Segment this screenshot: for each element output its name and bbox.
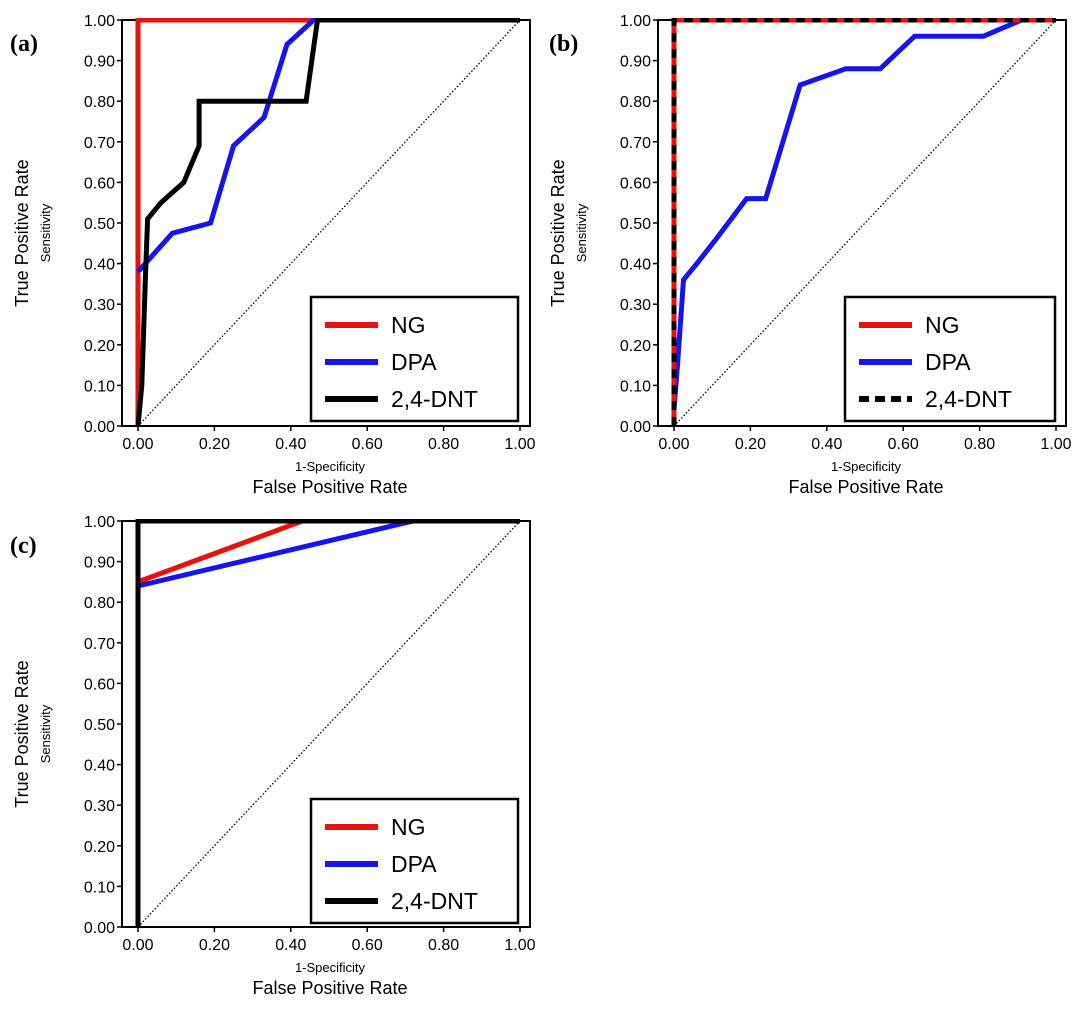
x-tick-label: 0.40 [275, 436, 306, 453]
series-dpa-line [137, 519, 520, 589]
y-tick-label: 0.30 [84, 798, 115, 815]
series-dpa-line [136, 18, 520, 274]
y-tick-label: 0.50 [84, 216, 115, 233]
legend-label-ng: NG [391, 312, 426, 338]
y-axis-subtitle: Sensitivity [574, 203, 589, 262]
y-tick-label: 0.50 [620, 216, 651, 233]
roc-panel-1: 0.00 0.10 0.20 0.30 0.40 0.50 0.60 0.70 0.80 0.90… [10, 13, 536, 497]
roc-panel-3: 0.00 0.10 0.20 0.30 0.40 0.50 0.60 0.70 0.80 0.90… [10, 514, 536, 998]
y-tick-label: 0.10 [84, 879, 115, 896]
x-axis-title: False Positive Rate [788, 477, 943, 497]
x-tick-label: 0.80 [964, 436, 995, 453]
legend-label-dpa: DPA [391, 851, 437, 877]
y-tick-label: 0.30 [84, 297, 115, 314]
y-tick-label: 0.10 [620, 378, 651, 395]
x-tick-label: 0.20 [199, 937, 230, 954]
y-tick-label: 0.40 [84, 758, 115, 775]
y-axis-subtitle: Sensitivity [38, 704, 53, 763]
x-tick-label: 0.60 [888, 436, 919, 453]
series-2-4-dnt-line [671, 18, 1056, 426]
x-tick-label: 0.40 [275, 937, 306, 954]
panel-label: (c) [10, 533, 37, 559]
y-axis-title: True Positive Rate [12, 660, 32, 807]
y-axis-title: True Positive Rate [548, 159, 568, 306]
x-axis-subtitle: 1-Specificity [295, 459, 366, 474]
x-tick-label: 0.00 [122, 937, 153, 954]
x-axis-subtitle: 1-Specificity [295, 960, 366, 975]
x-tick-label: 1.00 [504, 937, 535, 954]
y-tick-label: 0.00 [620, 419, 651, 436]
y-tick-label: 0.80 [84, 595, 115, 612]
x-tick-label: 0.20 [735, 436, 766, 453]
x-tick-label: 0.80 [428, 436, 459, 453]
x-tick-label: 0.40 [811, 436, 842, 453]
y-tick-label: 0.40 [84, 257, 115, 274]
legend-label-dpa: DPA [391, 349, 437, 375]
y-tick-label: 0.00 [84, 920, 115, 937]
y-tick-label: 0.00 [84, 419, 115, 436]
y-tick-label: 0.20 [84, 338, 115, 355]
y-tick-label: 0.90 [620, 54, 651, 71]
x-tick-label: 1.00 [1040, 436, 1071, 453]
x-tick-label: 0.00 [122, 436, 153, 453]
y-tick-label: 0.90 [84, 54, 115, 71]
y-tick-label: 0.80 [620, 94, 651, 111]
x-tick-label: 1.00 [504, 436, 535, 453]
y-tick-label: 1.00 [620, 13, 651, 30]
x-tick-label: 0.20 [199, 436, 230, 453]
y-tick-label: 0.50 [84, 717, 115, 734]
legend-label-2-4-dnt: 2,4-DNT [391, 888, 478, 914]
y-tick-label: 0.90 [84, 555, 115, 572]
legend-label-ng: NG [925, 312, 960, 338]
y-axis-subtitle: Sensitivity [38, 203, 53, 262]
x-axis-title: False Positive Rate [252, 477, 407, 497]
y-tick-label: 0.60 [84, 175, 115, 192]
y-tick-label: 1.00 [84, 13, 115, 30]
y-tick-label: 0.10 [84, 378, 115, 395]
series-2-4-dnt-line [135, 519, 520, 927]
y-tick-label: 0.20 [84, 839, 115, 856]
y-tick-label: 0.20 [620, 338, 651, 355]
x-axis-subtitle: 1-Specificity [831, 459, 902, 474]
legend-label-ng: NG [391, 814, 426, 840]
series-dpa-line [671, 18, 1056, 410]
y-tick-label: 0.30 [620, 297, 651, 314]
panel-label: (b) [549, 31, 578, 57]
y-axis-title: True Positive Rate [12, 159, 32, 306]
series-2-4-dnt-line [135, 18, 520, 427]
y-tick-label: 0.80 [84, 94, 115, 111]
y-tick-label: 1.00 [84, 514, 115, 531]
legend-label-2-4-dnt: 2,4-DNT [391, 386, 478, 412]
x-tick-label: 0.60 [352, 436, 383, 453]
x-tick-label: 0.00 [658, 436, 689, 453]
x-tick-label: 0.80 [428, 937, 459, 954]
x-tick-label: 0.60 [352, 937, 383, 954]
legend-label-dpa: DPA [925, 349, 971, 375]
y-tick-label: 0.40 [620, 257, 651, 274]
y-tick-label: 0.70 [620, 135, 651, 152]
y-tick-label: 0.60 [84, 676, 115, 693]
roc-panel-2: 0.00 0.10 0.20 0.30 0.40 0.50 0.60 0.70 0.80 0.90… [548, 13, 1072, 497]
x-axis-title: False Positive Rate [252, 978, 407, 998]
y-tick-label: 0.60 [620, 175, 651, 192]
y-tick-label: 0.70 [84, 636, 115, 653]
legend-label-2-4-dnt: 2,4-DNT [925, 386, 1012, 412]
y-tick-label: 0.70 [84, 135, 115, 152]
panel-label: (a) [10, 31, 38, 57]
